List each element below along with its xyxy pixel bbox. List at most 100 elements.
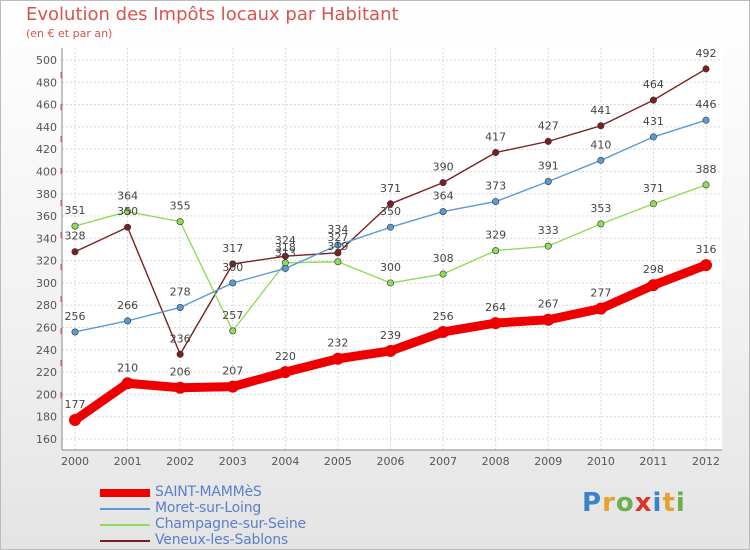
data-point <box>334 241 342 249</box>
data-label: 441 <box>590 104 611 117</box>
data-label: 431 <box>643 115 664 128</box>
data-point <box>121 377 134 390</box>
chart-title: Evolution des Impôts locaux par Habitant <box>26 4 399 25</box>
x-tick-label: 2000 <box>61 455 89 468</box>
data-point <box>124 208 132 216</box>
data-point <box>437 325 450 338</box>
legend-swatch <box>100 489 150 497</box>
data-label: 427 <box>538 119 559 132</box>
data-point <box>544 178 552 186</box>
data-point <box>649 133 657 141</box>
y-tick-label: 440 <box>36 121 57 134</box>
data-label: 316 <box>696 243 717 256</box>
data-label: 278 <box>170 285 191 298</box>
x-tick-label: 2010 <box>587 455 615 468</box>
data-label: 277 <box>590 287 611 300</box>
x-tick-label: 2007 <box>429 455 457 468</box>
legend-swatch <box>100 524 150 526</box>
data-point <box>226 380 239 393</box>
y-tick-label: 380 <box>36 188 57 201</box>
data-label: 334 <box>327 223 348 236</box>
y-tick-label: 340 <box>36 232 57 245</box>
data-point <box>229 327 237 335</box>
data-point <box>597 220 605 228</box>
data-point <box>647 279 660 292</box>
data-point <box>384 344 397 357</box>
data-point <box>439 179 447 187</box>
legend-item-saint-mammes: SAINT-MAMMèS <box>100 484 360 501</box>
x-tick-label: 2012 <box>692 455 720 468</box>
data-point <box>649 200 657 208</box>
data-label: 300 <box>380 261 401 274</box>
data-label: 328 <box>65 230 86 243</box>
data-point <box>597 122 605 130</box>
data-label: 333 <box>538 224 559 237</box>
data-label: 364 <box>117 190 138 203</box>
data-label: 264 <box>485 301 506 314</box>
data-label: 324 <box>275 234 296 247</box>
x-tick-label: 2002 <box>166 455 194 468</box>
data-label: 207 <box>222 365 243 378</box>
data-point <box>176 218 184 226</box>
data-label: 364 <box>433 190 454 203</box>
data-label: 446 <box>696 98 717 111</box>
data-label: 206 <box>170 366 191 379</box>
y-tick-label: 180 <box>36 411 57 424</box>
data-point <box>702 116 710 124</box>
x-tick-label: 2004 <box>271 455 299 468</box>
data-point <box>334 258 342 266</box>
x-tick-label: 2009 <box>534 455 562 468</box>
x-tick-label: 2001 <box>114 455 142 468</box>
y-tick-label: 500 <box>36 54 57 67</box>
data-label: 351 <box>65 204 86 217</box>
data-point <box>597 156 605 164</box>
data-label: 220 <box>275 350 296 363</box>
data-label: 239 <box>380 329 401 342</box>
x-tick-label: 2005 <box>324 455 352 468</box>
data-point <box>649 96 657 104</box>
data-point <box>492 198 500 206</box>
legend-item-moret-sur-loing: Moret-sur-Loing <box>100 500 360 517</box>
chart-legend: SAINT-MAMMèS Moret-sur-Loing Champagne-s… <box>100 484 360 549</box>
y-tick-label: 220 <box>36 366 57 379</box>
data-label: 256 <box>433 310 454 323</box>
legend-label: SAINT-MAMMèS <box>155 484 262 500</box>
data-label: 371 <box>380 182 401 195</box>
data-label: 350 <box>380 205 401 218</box>
data-point <box>279 366 292 379</box>
data-point <box>124 317 132 325</box>
data-point <box>386 200 394 208</box>
data-label: 177 <box>65 398 86 411</box>
data-label: 329 <box>485 229 506 242</box>
data-point <box>281 264 289 272</box>
legend-label: Champagne-sur-Seine <box>155 516 306 532</box>
data-label: 388 <box>696 163 717 176</box>
y-tick-label: 200 <box>36 388 57 401</box>
y-tick-label: 280 <box>36 299 57 312</box>
data-label: 353 <box>590 202 611 215</box>
y-tick-label: 320 <box>36 255 57 268</box>
data-label: 298 <box>643 263 664 276</box>
chart-subtitle: (en € et par an) <box>26 27 113 40</box>
y-tick-label: 420 <box>36 143 57 156</box>
data-point <box>544 137 552 145</box>
data-label: 210 <box>117 361 138 374</box>
data-point <box>71 248 79 256</box>
data-point <box>700 259 712 272</box>
y-tick-label: 300 <box>36 277 57 290</box>
y-tick-label: 400 <box>36 165 57 178</box>
y-tick-label: 480 <box>36 76 57 89</box>
data-label: 410 <box>590 138 611 151</box>
data-label: 371 <box>643 182 664 195</box>
data-point <box>489 317 502 330</box>
data-point <box>71 222 79 230</box>
data-point <box>702 65 710 73</box>
data-label: 417 <box>485 131 506 144</box>
y-tick-label: 460 <box>36 99 57 112</box>
data-point <box>229 260 237 268</box>
data-label: 355 <box>170 200 191 213</box>
data-point <box>69 414 81 427</box>
data-point <box>439 208 447 216</box>
y-tick-label: 240 <box>36 344 57 357</box>
